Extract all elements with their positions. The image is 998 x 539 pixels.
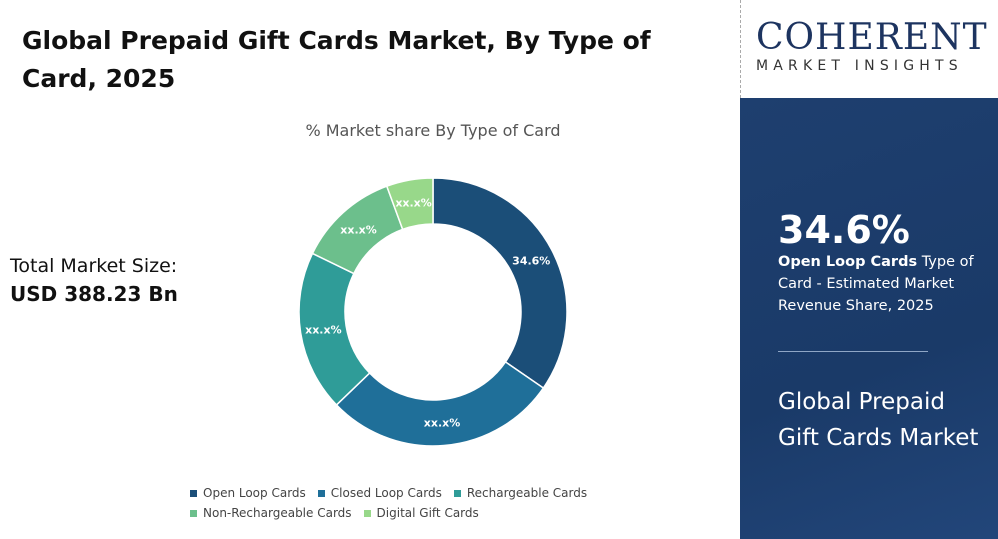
highlight-value: 34.6% [778,208,910,252]
total-market-value: USD 388.23 Bn [10,282,178,306]
divider [740,0,741,98]
logo-name: COHERENT [756,17,988,58]
legend-item: Open Loop Cards [190,483,306,503]
data-label: xx.x% [424,417,461,430]
slice-open-loop-cards [432,177,568,390]
legend-swatch [190,509,197,517]
legend-label: Rechargeable Cards [466,486,588,500]
legend-label: Open Loop Cards [203,486,306,500]
legend-label: Closed Loop Cards [330,486,442,500]
slice-closed-loop-cards [335,360,545,447]
page-title: Global Prepaid Gift Cards Market, By Typ… [22,26,651,93]
logo-tagline: MARKET INSIGHTS [756,58,963,74]
legend-swatch [363,509,371,517]
legend-swatch [317,489,325,497]
panel-divider [778,351,928,352]
chart-title: % Market share By Type of Card [305,121,561,140]
legend-item: Digital Gift Cards [363,503,479,523]
slice-digital-gift-cards [385,177,434,231]
legend-label: Digital Gift Cards [376,506,479,520]
data-label: 34.6% [512,254,550,267]
highlight-segment: Open Loop Cards [778,254,918,270]
legend-swatch [453,489,461,497]
market-name: Global Prepaid Gift Cards Market [778,389,979,451]
legend-item: Rechargeable Cards [453,483,588,503]
data-label: xx.x% [305,323,342,336]
data-label: xx.x% [395,197,432,210]
highlight-text: Type of Card - Estimated Market Revenue … [778,254,974,314]
legend-label: Non-Rechargeable Cards [203,506,352,520]
company-logo: COHERENT MARKET INSIGHTS [756,17,991,75]
total-market-label: Total Market Size: [10,255,178,277]
legend-item: Non-Rechargeable Cards [190,503,352,523]
data-label: xx.x% [340,224,377,237]
chart-legend: Open Loop Cards Closed Loop Cards Recharge… [190,483,670,523]
donut-chart: 34.6% xx.x% xx.x% xx.x% xx.x% [298,177,568,447]
highlight-description: Open Loop Cards Type of Card - Estimated… [778,251,988,317]
total-market-size: Total Market Size: USD 388.23 Bn [10,253,178,308]
legend-swatch [190,489,197,497]
legend-item: Closed Loop Cards [317,483,442,503]
highlight-panel: 34.6% Open Loop Cards Type of Card - Est… [740,98,998,539]
